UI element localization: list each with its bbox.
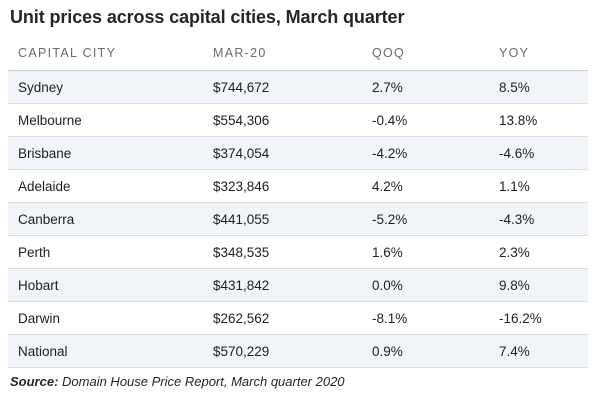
table-row: Hobart $431,842 0.0% 9.8% [8,269,588,302]
yoy-change-cell: 8.5% [499,80,530,95]
header-yoy: YOY [499,46,530,60]
city-cell: Brisbane [18,146,72,161]
yoy-change-cell: 9.8% [499,278,530,293]
table-row: Adelaide $323,846 4.2% 1.1% [8,170,588,203]
header-mar-20: MAR-20 [213,46,267,60]
city-cell: Sydney [18,80,64,95]
mar-20-price-cell: $348,535 [213,245,270,260]
mar-20-price-cell: $323,846 [213,179,270,194]
city-cell: Perth [18,245,51,260]
source-note: Source: Domain House Price Report, March… [10,374,345,389]
city-cell: Hobart [18,278,59,293]
mar-20-price-cell: $431,842 [213,278,270,293]
source-text: Domain House Price Report, March quarter… [58,374,345,389]
table-header-row: CAPITAL CITY MAR-20 QOQ YOY [8,35,588,71]
mar-20-price-cell: $744,672 [213,80,270,95]
table-row: Sydney $744,672 2.7% 8.5% [8,71,588,104]
mar-20-price-cell: $262,562 [213,311,270,326]
yoy-change-cell: 13.8% [499,113,538,128]
mar-20-price-cell: $374,054 [213,146,270,161]
table-row: Canberra $441,055 -5.2% -4.3% [8,203,588,236]
city-cell: Melbourne [18,113,82,128]
yoy-change-cell: -16.2% [499,311,542,326]
header-capital-city: CAPITAL CITY [18,46,117,60]
qoq-change-cell: 4.2% [372,179,403,194]
qoq-change-cell: -4.2% [372,146,408,161]
qoq-change-cell: 0.9% [372,344,403,359]
table-row: Melbourne $554,306 -0.4% 13.8% [8,104,588,137]
qoq-change-cell: -8.1% [372,311,408,326]
table-row: Brisbane $374,054 -4.2% -4.6% [8,137,588,170]
yoy-change-cell: 7.4% [499,344,530,359]
yoy-change-cell: 2.3% [499,245,530,260]
table-row: Perth $348,535 1.6% 2.3% [8,236,588,269]
table-row: Darwin $262,562 -8.1% -16.2% [8,302,588,335]
yoy-change-cell: 1.1% [499,179,530,194]
qoq-change-cell: 2.7% [372,80,403,95]
header-qoq: QOQ [372,46,406,60]
qoq-change-cell: 1.6% [372,245,403,260]
qoq-change-cell: -0.4% [372,113,408,128]
yoy-change-cell: -4.6% [499,146,535,161]
city-cell: National [18,344,68,359]
mar-20-price-cell: $570,229 [213,344,270,359]
mar-20-price-cell: $554,306 [213,113,270,128]
source-label: Source: [10,374,59,389]
table-row: National $570,229 0.9% 7.4% [8,335,588,368]
table-title: Unit prices across capital cities, March… [10,7,405,27]
qoq-change-cell: -5.2% [372,212,408,227]
mar-20-price-cell: $441,055 [213,212,270,227]
unit-prices-table: CAPITAL CITY MAR-20 QOQ YOY Sydney $744,6… [8,35,588,368]
city-cell: Canberra [18,212,75,227]
yoy-change-cell: -4.3% [499,212,535,227]
qoq-change-cell: 0.0% [372,278,403,293]
city-cell: Adelaide [18,179,71,194]
city-cell: Darwin [18,311,61,326]
